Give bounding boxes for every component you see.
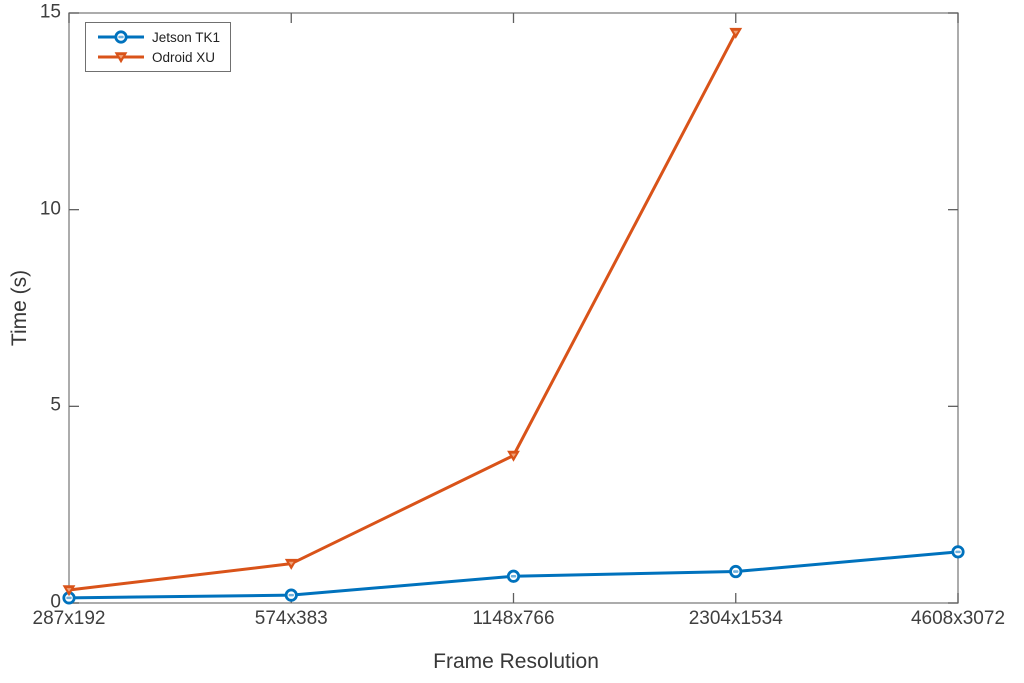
data-point-marker-center <box>118 35 124 39</box>
series-line-odroid-xu <box>67 31 738 592</box>
legend: Jetson TK1 Odroid XU <box>85 22 231 72</box>
y-tick-label: 15 <box>39 1 61 23</box>
x-tick-label: 574x383 <box>254 608 328 629</box>
data-point-marker-center <box>288 561 294 566</box>
x-tick-label: 2304x1534 <box>688 608 783 629</box>
data-point-marker-center <box>510 574 517 578</box>
legend-label: Jetson TK1 <box>152 29 221 45</box>
data-point-marker-center <box>118 55 124 59</box>
legend-label: Odroid XU <box>152 49 216 65</box>
axes-box <box>68 12 959 604</box>
y-axis-label: Time (s) <box>8 269 31 347</box>
data-point-marker-center <box>288 593 294 597</box>
x-tick-label: 1148x766 <box>472 608 555 629</box>
y-tick-label: 5 <box>50 394 61 416</box>
legend-marker-jetson-tk1 <box>98 30 144 44</box>
x-tick-label: 287x192 <box>32 608 106 629</box>
data-point-marker-center <box>66 588 72 592</box>
data-point-marker-center <box>955 550 961 554</box>
x-axis-label: Frame Resolution <box>433 650 599 673</box>
x-tick-label: 4608x3072 <box>910 608 1006 629</box>
y-tick-label: 0 <box>50 591 61 613</box>
data-point-marker-center <box>733 30 739 35</box>
legend-item-odroid-xu: Odroid XU <box>86 47 230 67</box>
data-point-marker-center <box>511 453 516 458</box>
legend-marker-odroid-xu <box>98 52 144 64</box>
y-tick-label: 10 <box>39 198 61 220</box>
data-point-marker-center <box>66 596 72 600</box>
data-point-marker-center <box>733 570 739 573</box>
legend-item-jetson-tk1: Jetson TK1 <box>86 27 230 47</box>
